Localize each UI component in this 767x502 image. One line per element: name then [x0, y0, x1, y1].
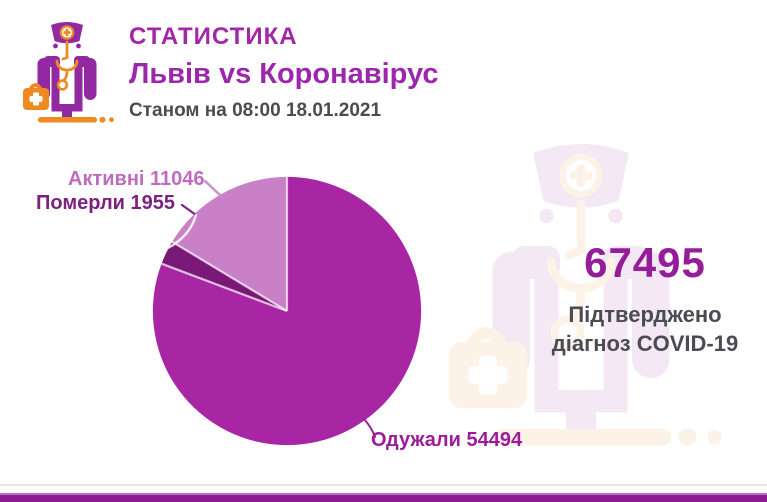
page-subtitle: Львів vs Коронавірус: [129, 58, 439, 91]
pie-chart-svg: [152, 176, 422, 446]
bottom-accent-bar: [0, 493, 767, 502]
confirmed-caption-line1: Підтверджено: [568, 302, 722, 327]
date-caption: Станом на 08:00 18.01.2021: [129, 99, 382, 121]
pie-chart: [152, 176, 422, 446]
pie-label-recovered: Одужали 54494: [371, 429, 523, 451]
confirmed-caption: Підтверджено діагноз COVID-19: [505, 300, 767, 359]
pie-label-active: Активні 11046: [68, 168, 205, 190]
confirmed-caption-line2: діагноз COVID-19: [551, 331, 739, 357]
page-title: СТАТИСТИКА: [129, 23, 298, 50]
header: СТАТИСТИКА Львів vs Коронавірус Станом н…: [129, 24, 439, 122]
pie-slice-Активні: [172, 176, 287, 311]
pie-slice-separator: [161, 262, 288, 313]
pie-slice-separator: [171, 240, 288, 312]
doctor-icon: [20, 18, 120, 128]
confirmed-count: 67495: [584, 239, 706, 286]
pie-label-deceased: Померли 1955: [36, 192, 176, 214]
pie-slice-Померли: [161, 241, 287, 311]
divider-line: [0, 484, 767, 486]
confirmed-summary: 67495 Підтверджено діагноз COVID-19: [505, 242, 767, 359]
